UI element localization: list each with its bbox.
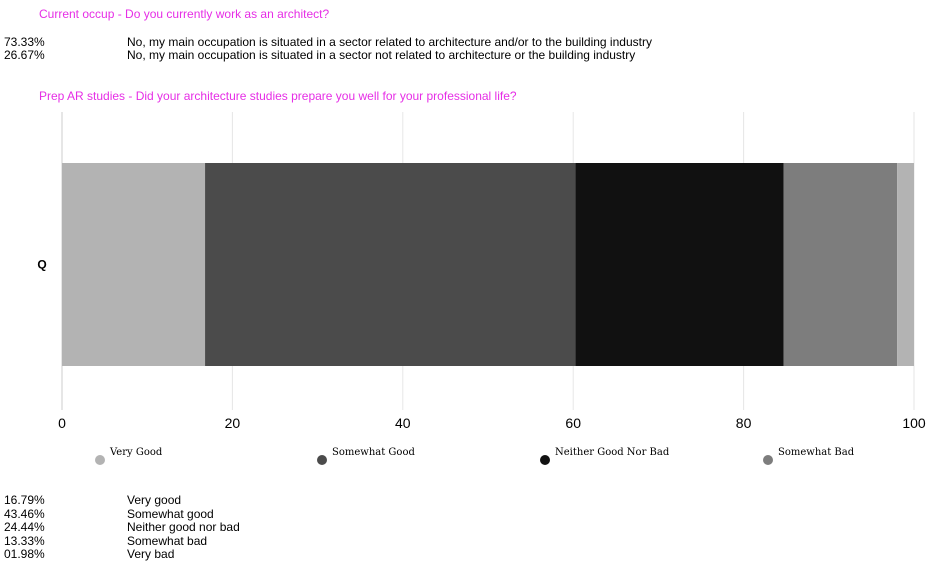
legend-marker	[540, 455, 550, 465]
answer-row: 13.33% Somewhat bad	[4, 533, 240, 549]
question-2-title: Prep AR studies - Did your architecture …	[39, 89, 517, 103]
answer-percent: 16.79%	[4, 493, 45, 507]
legend-marker	[763, 455, 773, 465]
bar-segment	[783, 163, 898, 366]
x-tick-label: 60	[565, 415, 581, 431]
answer-text: Somewhat good	[127, 506, 214, 521]
x-tick-label: 80	[736, 415, 752, 431]
answer-text: Somewhat bad	[127, 533, 208, 548]
answer-row: 24.44% Neither good nor bad	[4, 521, 240, 535]
answer-percent: 73.33%	[4, 35, 45, 49]
answer-percent: 26.67%	[4, 48, 45, 62]
x-tick-label: 100	[902, 415, 926, 431]
legend-marker	[317, 455, 327, 465]
bar-segment	[897, 163, 914, 366]
answer-text: Neither good nor bad	[127, 520, 240, 535]
bar-segment	[62, 163, 206, 366]
answer-row: 73.33% No, my main occupation is situate…	[4, 36, 652, 49]
legend-marker	[95, 455, 105, 465]
x-tick-label: 0	[58, 415, 66, 431]
legend-label: Very Good	[109, 447, 163, 458]
legend-label: Somewhat Bad	[778, 447, 855, 458]
answer-row: 16.79% Very good	[4, 493, 240, 508]
answer-percent: 43.46%	[4, 506, 45, 521]
question-1-answers: 73.33% No, my main occupation is situate…	[4, 36, 652, 62]
answer-row: 01.98% Very bad	[4, 548, 240, 562]
legend-label: Neither Good Nor Bad	[555, 447, 670, 458]
answer-percent: 01.98%	[4, 547, 45, 562]
answer-text: No, my main occupation is situated in a …	[127, 48, 636, 62]
answer-text: Very bad	[127, 547, 175, 562]
answer-percent: 24.44%	[4, 520, 45, 535]
bar-segment	[205, 163, 576, 366]
x-tick-label: 20	[225, 415, 241, 431]
legend-label: Somewhat Good	[332, 447, 415, 458]
answer-row: 26.67% No, my main occupation is situate…	[4, 49, 652, 62]
question-1-title: Current occup - Do you currently work as…	[39, 7, 330, 21]
bar-segment	[575, 163, 784, 366]
question-2-answers: 16.79% Very good 43.46% Somewhat good 24…	[4, 493, 240, 562]
x-tick-label: 40	[395, 415, 411, 431]
answer-text: Very good	[127, 493, 182, 507]
answer-row: 43.46% Somewhat good	[4, 506, 240, 522]
answer-text: No, my main occupation is situated in a …	[127, 35, 652, 49]
answer-percent: 13.33%	[4, 533, 45, 548]
category-label: Q	[37, 258, 46, 272]
